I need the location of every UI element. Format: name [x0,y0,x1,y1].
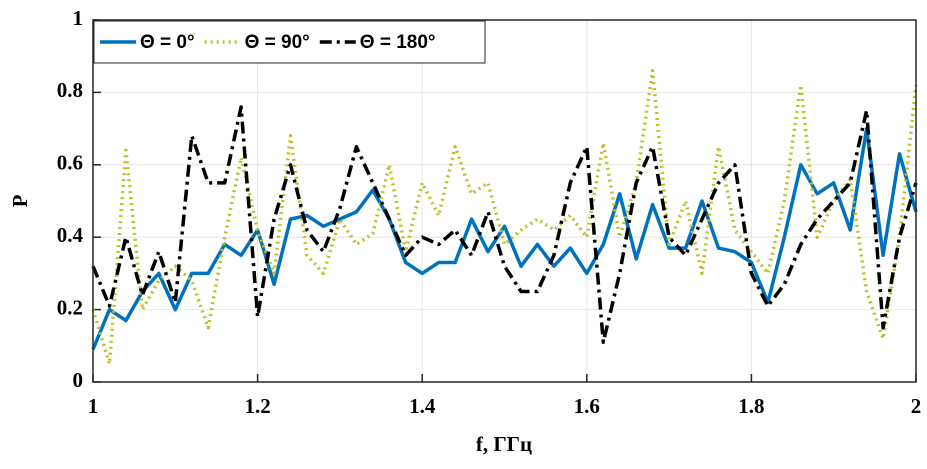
legend-label: Θ = 0° [140,32,195,53]
x-tick-label: 1.8 [738,394,764,418]
series-line [91,68,918,366]
y-tick-label: 0.8 [57,78,83,102]
x-tick-label: 1 [88,394,99,418]
x-tick-label: 1.6 [574,394,600,418]
x-tick-label: 2 [911,394,922,418]
y-tick-label: 0.2 [57,295,83,319]
plot-frame [92,19,917,383]
y-tick-label: 0.6 [57,151,83,175]
x-tick-label: 1.2 [244,394,270,418]
series-line [91,105,918,344]
series-line [91,126,918,351]
y-tick-label: 1 [73,6,84,30]
legend-label: Θ = 180° [360,32,436,53]
x-axis-label: f, ГГц [476,432,532,456]
y-axis-label: P [8,194,32,207]
y-tick-label: 0 [73,368,84,392]
legend-label: Θ = 90° [245,32,310,53]
x-tick-label: 1.4 [409,394,436,418]
y-tick-label: 0.4 [57,223,84,247]
legend-box [93,20,486,64]
